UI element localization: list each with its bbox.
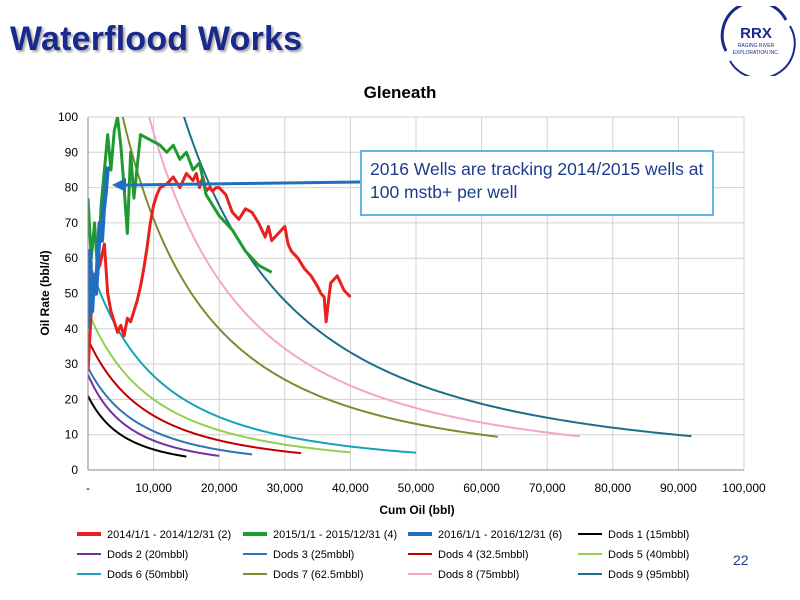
- series-line: [88, 374, 220, 457]
- chart-title: Gleneath: [364, 83, 437, 102]
- legend-label: 2015/1/1 - 2015/12/31 (4): [273, 529, 397, 541]
- series-line: [88, 257, 417, 454]
- x-tick-label: 60,000: [463, 481, 500, 495]
- svg-text:RRX: RRX: [740, 25, 772, 42]
- series-line: [121, 117, 499, 438]
- y-tick-label: 70: [65, 216, 79, 230]
- y-axis-title: Oil Rate (bbl/d): [38, 250, 52, 335]
- actual-wells: [88, 117, 352, 372]
- y-tick-label: 80: [65, 181, 79, 195]
- gridlines: [87, 116, 745, 471]
- y-tick-label: 50: [65, 287, 79, 301]
- legend: 2014/1/1 - 2014/12/31 (2) 2015/1/1 - 2015…: [77, 529, 689, 581]
- legend-label: Dods 8 (75mbbl): [438, 569, 519, 581]
- series-line: [88, 338, 302, 455]
- series-line: [88, 117, 273, 278]
- series-line: [183, 117, 692, 438]
- series-line: [88, 171, 352, 372]
- legend-label: 2014/1/1 - 2014/12/31 (2): [107, 529, 231, 541]
- slide-title: Waterflood Works: [10, 20, 303, 58]
- legend-label: Dods 5 (40mbbl): [608, 549, 689, 561]
- series-line: [88, 310, 351, 454]
- y-tick-label: 100: [58, 110, 78, 124]
- x-tick-label: -: [86, 481, 90, 495]
- legend-label: Dods 7 (62.5mbbl): [273, 569, 364, 581]
- x-tick-label: 50,000: [398, 481, 435, 495]
- svg-text:EXPLORATION INC.: EXPLORATION INC.: [733, 50, 780, 56]
- axes: - 10,000 20,000 30,000 40,000 50,000 60,000 70,…: [58, 110, 766, 495]
- y-tick-label: 90: [65, 145, 79, 159]
- series-line: [148, 117, 581, 438]
- legend-label: Dods 4 (32.5mbbl): [438, 549, 529, 561]
- x-tick-label: 100,000: [722, 481, 766, 495]
- callout-box: 2016 Wells are tracking 2014/2015 wells …: [360, 150, 714, 216]
- type-curves: [88, 117, 692, 458]
- legend-label: Dods 6 (50mbbl): [107, 569, 188, 581]
- x-tick-label: 90,000: [660, 481, 697, 495]
- x-tick-label: 80,000: [594, 481, 631, 495]
- y-tick-label: 20: [65, 392, 79, 406]
- x-tick-label: 10,000: [135, 481, 172, 495]
- company-logo: RRX RAGING RIVER EXPLORATION INC.: [720, 6, 796, 76]
- legend-label: Dods 1 (15mbbl): [608, 529, 689, 541]
- y-tick-label: 40: [65, 322, 79, 336]
- x-tick-label: 70,000: [529, 481, 566, 495]
- legend-label: Dods 9 (95mbbl): [608, 569, 689, 581]
- x-tick-label: 40,000: [332, 481, 369, 495]
- y-tick-label: 10: [65, 428, 79, 442]
- page-number: 22: [733, 552, 749, 568]
- series-line: [88, 166, 110, 329]
- legend-label: Dods 3 (25mbbl): [273, 549, 354, 561]
- callout-arrow: [112, 178, 361, 192]
- x-tick-label: 20,000: [201, 481, 238, 495]
- series-line: [88, 395, 187, 458]
- legend-label: 2016/1/1 - 2016/12/31 (6): [438, 529, 562, 541]
- x-tick-label: 30,000: [266, 481, 303, 495]
- series-line: [88, 367, 253, 456]
- y-tick-label: 0: [71, 463, 78, 477]
- svg-text:RAGING RIVER: RAGING RIVER: [738, 43, 775, 49]
- y-tick-label: 30: [65, 357, 79, 371]
- legend-label: Dods 2 (20mbbl): [107, 549, 188, 561]
- x-axis-title: Cum Oil (bbl): [379, 503, 454, 517]
- y-tick-label: 60: [65, 251, 79, 265]
